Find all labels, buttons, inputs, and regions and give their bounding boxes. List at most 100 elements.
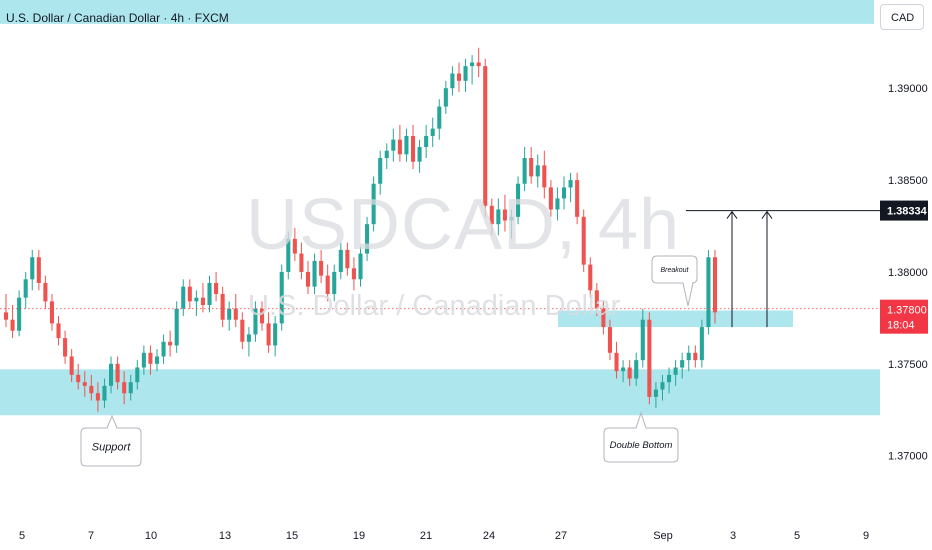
candle-body xyxy=(115,363,120,383)
candle-body xyxy=(621,367,626,372)
overlays-layer: Support Double Bottom Breakout xyxy=(0,210,880,467)
candle-body xyxy=(601,308,606,328)
candle-body xyxy=(575,180,580,217)
candle-body xyxy=(299,253,304,272)
axes-layer: 1.39000 1.38500 1.38000 1.37500 1.37000 1.383… xyxy=(19,83,928,542)
candle-body xyxy=(345,249,350,269)
candle-body xyxy=(509,216,514,221)
candle-body xyxy=(430,128,435,136)
candle-body xyxy=(647,319,652,397)
candle-body xyxy=(693,352,698,361)
candle-body xyxy=(332,271,337,294)
candle-body xyxy=(417,146,422,162)
candle-body xyxy=(443,88,448,107)
candle-body xyxy=(680,360,685,368)
candle-body xyxy=(561,187,567,199)
candle-body xyxy=(351,268,356,280)
y-tick-label: 1.38000 xyxy=(888,267,928,279)
candle-body xyxy=(378,158,383,184)
candle-body xyxy=(325,275,330,294)
breakout-callout-text: Breakout xyxy=(660,267,689,274)
candle-body xyxy=(522,158,527,184)
candle-body xyxy=(614,352,619,372)
candle-body xyxy=(207,282,212,306)
candle-body xyxy=(69,356,74,375)
x-tick-label: 27 xyxy=(555,530,567,542)
support-zone xyxy=(0,369,880,416)
x-tick-label: 5 xyxy=(794,530,800,542)
candle-body xyxy=(95,393,100,401)
candle-body xyxy=(594,290,599,309)
candle-body xyxy=(305,271,311,287)
candle-body xyxy=(470,62,475,67)
candle-body xyxy=(568,180,573,188)
y-tick-label: 1.37000 xyxy=(888,451,928,463)
candle-body xyxy=(23,279,28,298)
x-tick-label: 19 xyxy=(353,530,365,542)
candle-body xyxy=(43,282,48,302)
candle-body xyxy=(542,165,547,188)
candle-body xyxy=(535,165,540,177)
candle-body xyxy=(555,198,560,210)
candle-body xyxy=(286,238,291,272)
candle-body xyxy=(686,352,691,361)
candle-body xyxy=(588,264,593,291)
currency-button[interactable]: CAD xyxy=(880,4,924,30)
candle-body xyxy=(712,257,718,313)
candle-body xyxy=(319,260,324,276)
x-tick-label: 10 xyxy=(145,530,157,542)
candle-body xyxy=(49,301,54,324)
candle-body xyxy=(410,135,416,162)
x-tick-label: 15 xyxy=(286,530,298,542)
watermark-description: U.S. Dollar / Canadian Dollar xyxy=(248,290,621,322)
candle-body xyxy=(220,293,225,320)
y-tick-label: 1.39000 xyxy=(888,83,928,95)
y-tick-label: 1.38500 xyxy=(888,175,928,187)
candle-body xyxy=(529,158,534,177)
candle-body xyxy=(312,260,317,287)
candle-body xyxy=(200,297,205,306)
candle-body xyxy=(358,253,363,280)
candle-body xyxy=(667,374,672,383)
candle-body xyxy=(89,385,94,394)
candle-body xyxy=(404,135,409,155)
candle-body xyxy=(292,238,297,254)
candle-body xyxy=(502,209,507,221)
candle-body xyxy=(63,338,68,357)
y-tick-label: 1.37500 xyxy=(888,359,928,371)
x-tick-label: Sep xyxy=(653,530,673,542)
candle-body xyxy=(253,308,258,335)
header-band xyxy=(0,0,874,24)
candle-body xyxy=(128,382,133,394)
candle-body xyxy=(607,327,612,353)
candle-body xyxy=(56,323,61,339)
candle-body xyxy=(476,62,481,67)
candle-body xyxy=(187,286,192,302)
candle-body xyxy=(148,352,153,364)
candle-body xyxy=(10,319,15,331)
candle-body xyxy=(450,73,455,89)
current-price-box xyxy=(880,299,928,334)
candle-body xyxy=(3,312,9,320)
support-callout-bubble xyxy=(80,414,142,467)
x-tick-label: 3 xyxy=(730,530,736,542)
candle-body xyxy=(581,216,586,265)
candle-body xyxy=(483,66,488,206)
x-tick-label: 21 xyxy=(420,530,432,542)
x-tick-label: 13 xyxy=(219,530,231,542)
x-tick-label: 5 xyxy=(19,530,25,542)
current-price-label: 1.37800 xyxy=(887,305,927,317)
candle-body xyxy=(76,374,81,383)
candle-body xyxy=(424,135,429,147)
candle-body xyxy=(397,139,402,155)
candle-body xyxy=(463,66,468,81)
candle-body xyxy=(279,271,284,324)
candle-body xyxy=(338,249,343,272)
candle-body xyxy=(181,286,186,309)
candle-body xyxy=(548,187,553,210)
candle-body xyxy=(102,385,107,401)
candle-body xyxy=(17,297,22,331)
candle-body xyxy=(456,73,462,81)
candles-layer xyxy=(3,47,718,412)
